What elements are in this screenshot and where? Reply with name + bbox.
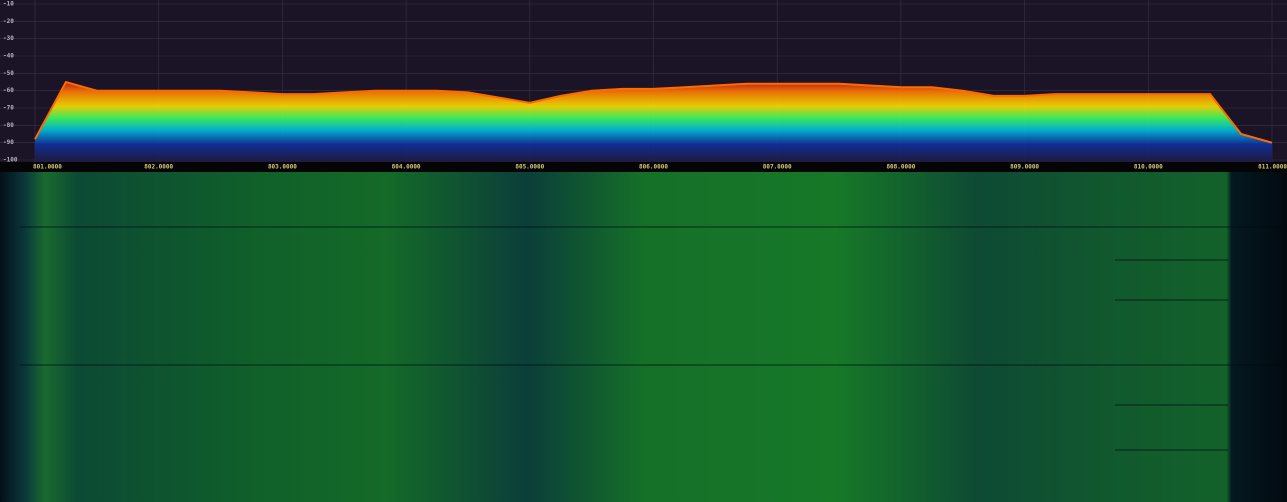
page: {"chart_data": {"type": "line", "x": [80… bbox=[0, 0, 1287, 502]
x-tick-label: 802.0000 bbox=[144, 164, 173, 171]
y-tick-label: -70 bbox=[3, 105, 14, 112]
y-tick-label: -100 bbox=[3, 157, 18, 164]
x-tick-label: 803.0000 bbox=[268, 164, 297, 171]
y-tick-label: -80 bbox=[3, 122, 14, 129]
y-tick-label: -10 bbox=[3, 1, 14, 8]
x-tick-label: 809.0000 bbox=[1010, 164, 1039, 171]
x-tick-label: 805.0000 bbox=[515, 164, 544, 171]
x-tick-label: 811.0000 bbox=[1258, 164, 1287, 171]
y-tick-label: -60 bbox=[3, 87, 14, 94]
y-tick-label: -50 bbox=[3, 70, 14, 77]
y-tick-label: -20 bbox=[3, 18, 14, 25]
y-tick-label: -90 bbox=[3, 139, 14, 146]
x-tick-label: 807.0000 bbox=[763, 164, 792, 171]
waterfall bbox=[0, 172, 1287, 502]
y-tick-label: -40 bbox=[3, 53, 14, 60]
y-tick-label: -30 bbox=[3, 35, 14, 42]
sdr-display: -10 -20 -30 -40 -50 -60 -70 -80 -90 -100 801.0000 8… bbox=[0, 0, 1287, 502]
x-tick-label: 808.0000 bbox=[886, 164, 915, 171]
x-tick-label: 810.0000 bbox=[1134, 164, 1163, 171]
x-tick-label: 806.0000 bbox=[639, 164, 668, 171]
x-tick-label: 804.0000 bbox=[392, 164, 421, 171]
x-tick-label: 801.0000 bbox=[33, 164, 62, 171]
